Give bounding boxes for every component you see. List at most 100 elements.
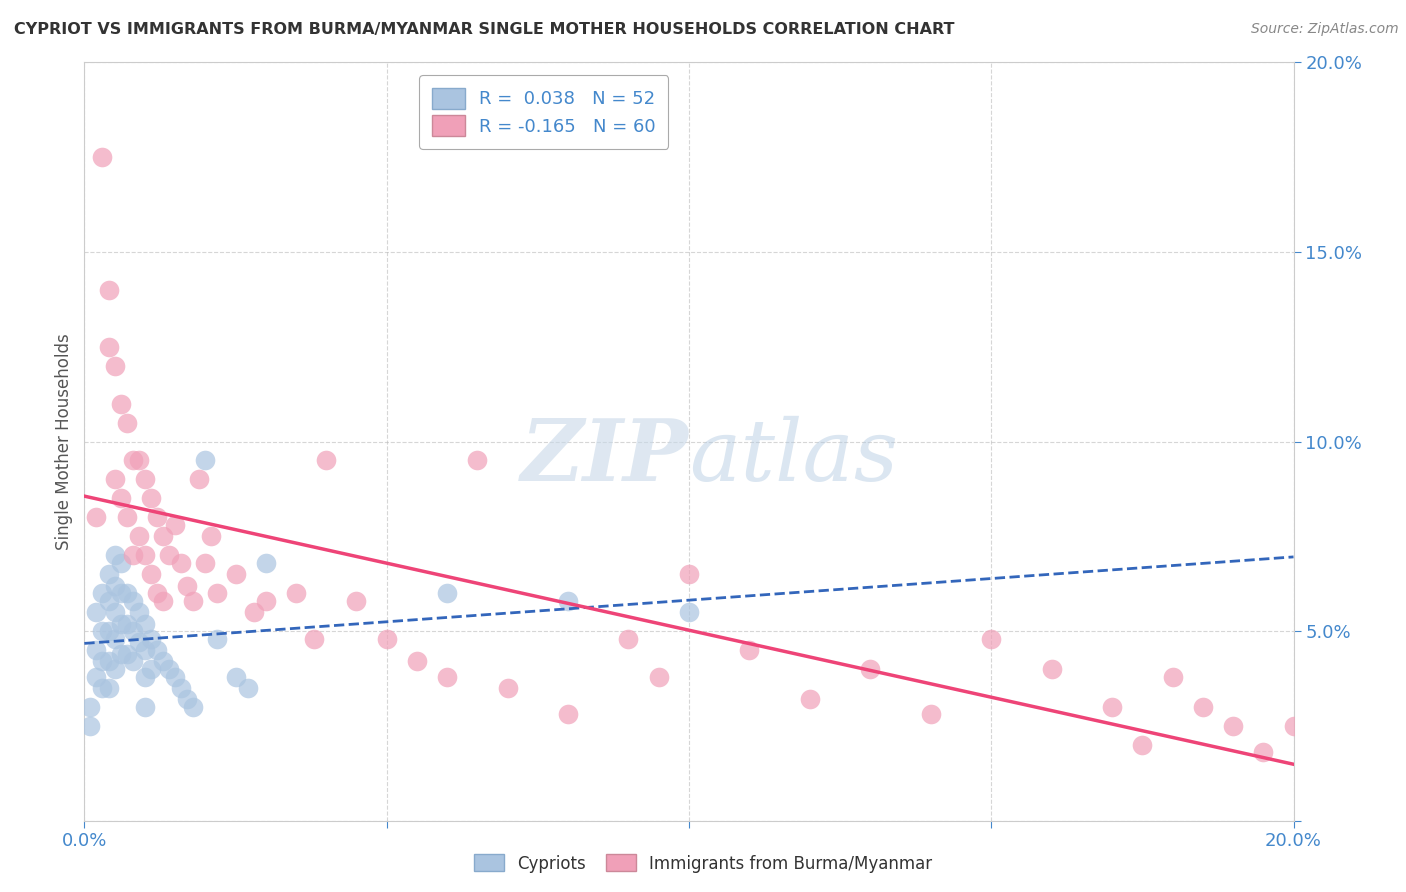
Point bbox=[134, 473, 156, 487]
Point bbox=[91, 150, 114, 164]
Point bbox=[436, 669, 458, 684]
Y-axis label: Single Mother Households: Single Mother Households bbox=[55, 334, 73, 549]
Point bbox=[110, 396, 132, 410]
Point bbox=[648, 669, 671, 684]
Point bbox=[200, 529, 222, 543]
Point bbox=[97, 594, 120, 608]
Text: Source: ZipAtlas.com: Source: ZipAtlas.com bbox=[1251, 22, 1399, 37]
Point bbox=[121, 594, 143, 608]
Point bbox=[139, 491, 162, 506]
Point bbox=[799, 692, 821, 706]
Point bbox=[1222, 719, 1244, 733]
Point bbox=[97, 283, 120, 297]
Point bbox=[436, 586, 458, 600]
Point bbox=[110, 647, 132, 661]
Point bbox=[128, 529, 150, 543]
Point bbox=[121, 655, 143, 669]
Point bbox=[104, 359, 127, 373]
Point bbox=[678, 605, 700, 619]
Point bbox=[859, 662, 882, 676]
Point bbox=[165, 669, 187, 684]
Point bbox=[496, 681, 519, 695]
Point bbox=[678, 567, 700, 582]
Point bbox=[91, 681, 114, 695]
Point bbox=[121, 548, 143, 563]
Point bbox=[97, 681, 120, 695]
Point bbox=[110, 586, 132, 600]
Point bbox=[170, 681, 193, 695]
Point bbox=[315, 453, 337, 467]
Legend: Cypriots, Immigrants from Burma/Myanmar: Cypriots, Immigrants from Burma/Myanmar bbox=[467, 847, 939, 880]
Point bbox=[134, 699, 156, 714]
Point bbox=[170, 556, 193, 570]
Point bbox=[617, 632, 640, 646]
Point bbox=[97, 655, 120, 669]
Point bbox=[104, 473, 127, 487]
Point bbox=[207, 586, 229, 600]
Point bbox=[115, 586, 138, 600]
Point bbox=[920, 707, 942, 722]
Point bbox=[1192, 699, 1215, 714]
Point bbox=[1040, 662, 1063, 676]
Point bbox=[225, 567, 247, 582]
Point bbox=[375, 632, 398, 646]
Text: atlas: atlas bbox=[689, 416, 898, 498]
Point bbox=[86, 605, 108, 619]
Legend: R =  0.038   N = 52, R = -0.165   N = 60: R = 0.038 N = 52, R = -0.165 N = 60 bbox=[419, 75, 668, 149]
Point bbox=[79, 719, 101, 733]
Point bbox=[557, 707, 579, 722]
Point bbox=[285, 586, 308, 600]
Point bbox=[134, 669, 156, 684]
Point bbox=[86, 510, 108, 524]
Point bbox=[738, 643, 761, 657]
Point bbox=[134, 616, 156, 631]
Point bbox=[146, 586, 169, 600]
Point bbox=[194, 556, 217, 570]
Point bbox=[128, 453, 150, 467]
Point bbox=[110, 556, 132, 570]
Text: CYPRIOT VS IMMIGRANTS FROM BURMA/MYANMAR SINGLE MOTHER HOUSEHOLDS CORRELATION CH: CYPRIOT VS IMMIGRANTS FROM BURMA/MYANMAR… bbox=[14, 22, 955, 37]
Point bbox=[115, 416, 138, 430]
Point bbox=[97, 567, 120, 582]
Point bbox=[152, 529, 174, 543]
Point bbox=[176, 579, 198, 593]
Point bbox=[134, 548, 156, 563]
Point bbox=[146, 643, 169, 657]
Point bbox=[86, 669, 108, 684]
Point bbox=[110, 616, 132, 631]
Point bbox=[91, 655, 114, 669]
Point bbox=[139, 567, 162, 582]
Point bbox=[194, 453, 217, 467]
Point bbox=[406, 655, 429, 669]
Point bbox=[104, 605, 127, 619]
Point bbox=[1130, 738, 1153, 752]
Point bbox=[104, 579, 127, 593]
Point bbox=[152, 655, 174, 669]
Point bbox=[139, 662, 162, 676]
Point bbox=[104, 548, 127, 563]
Point bbox=[146, 510, 169, 524]
Point bbox=[346, 594, 368, 608]
Point bbox=[121, 624, 143, 639]
Point bbox=[1282, 719, 1305, 733]
Point bbox=[97, 624, 120, 639]
Point bbox=[1161, 669, 1184, 684]
Point bbox=[152, 594, 174, 608]
Point bbox=[128, 605, 150, 619]
Point bbox=[134, 643, 156, 657]
Point bbox=[115, 616, 138, 631]
Point bbox=[181, 699, 204, 714]
Point bbox=[165, 517, 187, 532]
Point bbox=[104, 662, 127, 676]
Point bbox=[1101, 699, 1123, 714]
Point bbox=[115, 647, 138, 661]
Point bbox=[980, 632, 1002, 646]
Point bbox=[91, 624, 114, 639]
Point bbox=[242, 605, 264, 619]
Point bbox=[236, 681, 259, 695]
Point bbox=[181, 594, 204, 608]
Point bbox=[188, 473, 211, 487]
Point bbox=[110, 491, 132, 506]
Point bbox=[128, 635, 150, 649]
Point bbox=[104, 632, 127, 646]
